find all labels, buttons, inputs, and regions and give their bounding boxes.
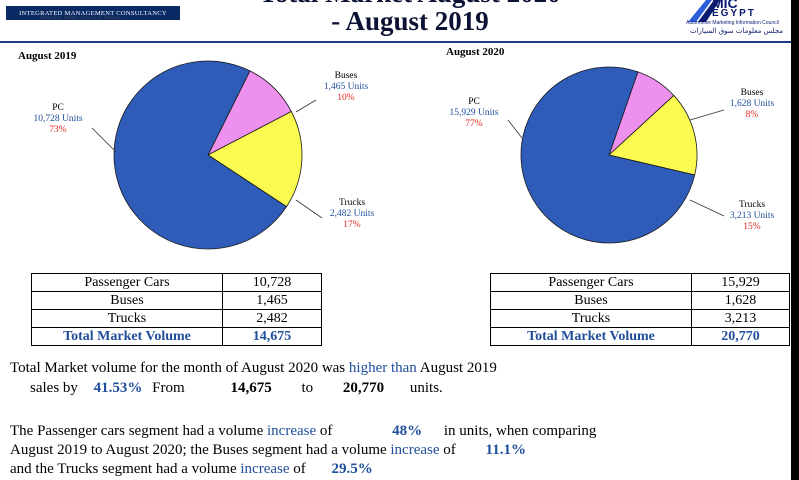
amic-arabic-tagline: مجلس معلومات سوق السيارات [690, 27, 784, 35]
summary-text: to [301, 380, 314, 396]
leader-line [507, 119, 523, 139]
summary-text: From [152, 380, 185, 396]
slice-label-name: Buses [741, 88, 764, 98]
amic-logo-word: MIC [712, 0, 738, 11]
row-label: Buses [490, 291, 692, 310]
table-total-row: Total Market Volume 20,770 [490, 327, 790, 346]
summary-text: Total Market volume for the month of Aug… [10, 360, 346, 376]
leader-line [689, 199, 725, 217]
table-row: Trucks 2,482 [31, 309, 322, 328]
summary-line-3: The Passenger cars segment had a volume … [10, 423, 596, 440]
slice-label-units: 1,628 Units [730, 99, 775, 109]
slice-label-name: Trucks [739, 200, 765, 210]
summary-text: in units, when comparing [443, 423, 597, 439]
bus-increase-percent: 11.1% [485, 442, 526, 458]
slice-label-percent: 77% [465, 119, 483, 129]
slice-label-name: PC [52, 103, 64, 113]
summary-text: of [319, 423, 333, 439]
pie-slice-trucks [608, 94, 698, 176]
summary-text: sales by [30, 380, 78, 396]
row-value: 1,465 [222, 291, 322, 310]
page-title-line1: Total Market August 2020 [200, 0, 620, 9]
amic-logo-country: EGYPT [712, 8, 756, 19]
row-label: Passenger Cars [31, 273, 223, 292]
chart-title-aug-2020: August 2020 [446, 46, 505, 58]
slice-label-percent: 73% [49, 125, 67, 135]
slice-label-units: 10,728 Units [33, 114, 82, 124]
to-value: 20,770 [342, 380, 385, 396]
row-value: 10,728 [222, 273, 322, 292]
imc-logo-text: Integrated Management Consultancy [19, 9, 167, 17]
from-value: 14,675 [230, 380, 272, 396]
summary-highlight: higher than [348, 360, 417, 376]
slice-label-percent: 15% [743, 222, 761, 232]
slice-label-name: PC [468, 97, 480, 107]
row-value: 2,482 [222, 309, 322, 328]
window-frame-edge [791, 0, 799, 480]
total-value: 14,675 [222, 327, 322, 346]
total-value: 20,770 [691, 327, 790, 346]
slice-label-units: 1,465 Units [324, 82, 369, 92]
slice-label-percent: 10% [337, 93, 355, 103]
summary-line-2: sales by 41.53% From 14,675 to 20,770 un… [30, 380, 443, 397]
leader-line [295, 199, 323, 219]
table-aug-2020: Passenger Cars 15,929 Buses 1,628 Trucks 3,… [490, 273, 790, 346]
table-row: Buses 1,628 [490, 291, 790, 310]
truck-increase-percent: 29.5% [331, 461, 373, 477]
summary-line-1: Total Market volume for the month of Aug… [10, 360, 497, 377]
row-label: Buses [31, 291, 223, 310]
header-divider [0, 41, 791, 43]
increase-word: increase [267, 423, 317, 439]
leader-line [295, 99, 317, 113]
pie-slice-trucks [207, 110, 303, 208]
chart-title-aug-2019: August 2019 [18, 50, 77, 62]
row-value: 3,213 [691, 309, 790, 328]
amic-tagline: Automotive Marketing Information Council [686, 20, 779, 26]
increase-word: increase [240, 461, 290, 477]
imc-logo: Integrated Management Consultancy [6, 6, 180, 20]
slice-label-name: Buses [335, 71, 358, 81]
leader-line [689, 109, 725, 121]
slice-label-percent: 8% [746, 110, 759, 120]
table-total-row: Total Market Volume 14,675 [31, 327, 322, 346]
summary-text: of [443, 442, 456, 458]
imc-subtitle: Know Your Market, Grow Your Business [40, 16, 121, 21]
table-row: Passenger Cars 15,929 [490, 273, 790, 292]
table-row: Buses 1,465 [31, 291, 322, 310]
leader-line [91, 127, 117, 153]
pie-slice-pc [520, 66, 696, 244]
page-title-line2: - August 2019 [331, 6, 489, 36]
slice-label-percent: 17% [343, 220, 361, 230]
slice-label-units: 15,929 Units [449, 108, 498, 118]
row-label: Trucks [31, 309, 223, 328]
summary-line-5: and the Trucks segment had a volume incr… [10, 461, 373, 478]
pie-slice-pc [113, 60, 288, 250]
slice-label-name: Trucks [339, 198, 365, 208]
summary-text: and the Trucks segment had a volume [10, 461, 237, 477]
table-row: Passenger Cars 10,728 [31, 273, 322, 292]
row-value: 1,628 [691, 291, 790, 310]
amic-logo [688, 0, 720, 22]
slice-label-units: 3,213 Units [730, 211, 775, 221]
summary-text: The Passenger cars segment had a volume [10, 423, 264, 439]
table-aug-2019: Passenger Cars 10,728 Buses 1,465 Trucks 2,… [31, 273, 322, 346]
row-label: Trucks [490, 309, 692, 328]
summary-text: units. [409, 380, 443, 396]
table-row: Trucks 3,213 [490, 309, 790, 328]
amic-logo-mark-dark [698, 0, 720, 22]
growth-percent: 41.53% [93, 380, 143, 396]
summary-line-4: August 2019 to August 2020; the Buses se… [10, 442, 526, 459]
slice-label-units: 2,482 Units [330, 209, 375, 219]
increase-word: increase [390, 442, 440, 458]
pc-increase-percent: 48% [392, 423, 423, 439]
total-label: Total Market Volume [31, 327, 223, 346]
row-label: Passenger Cars [490, 273, 692, 292]
row-value: 15,929 [691, 273, 790, 292]
summary-text: of [293, 461, 306, 477]
summary-text: August 2019 to August 2020; the Buses se… [10, 442, 387, 458]
summary-text: August 2019 [419, 360, 497, 376]
amic-logo-mark [688, 0, 712, 22]
total-label: Total Market Volume [490, 327, 692, 346]
